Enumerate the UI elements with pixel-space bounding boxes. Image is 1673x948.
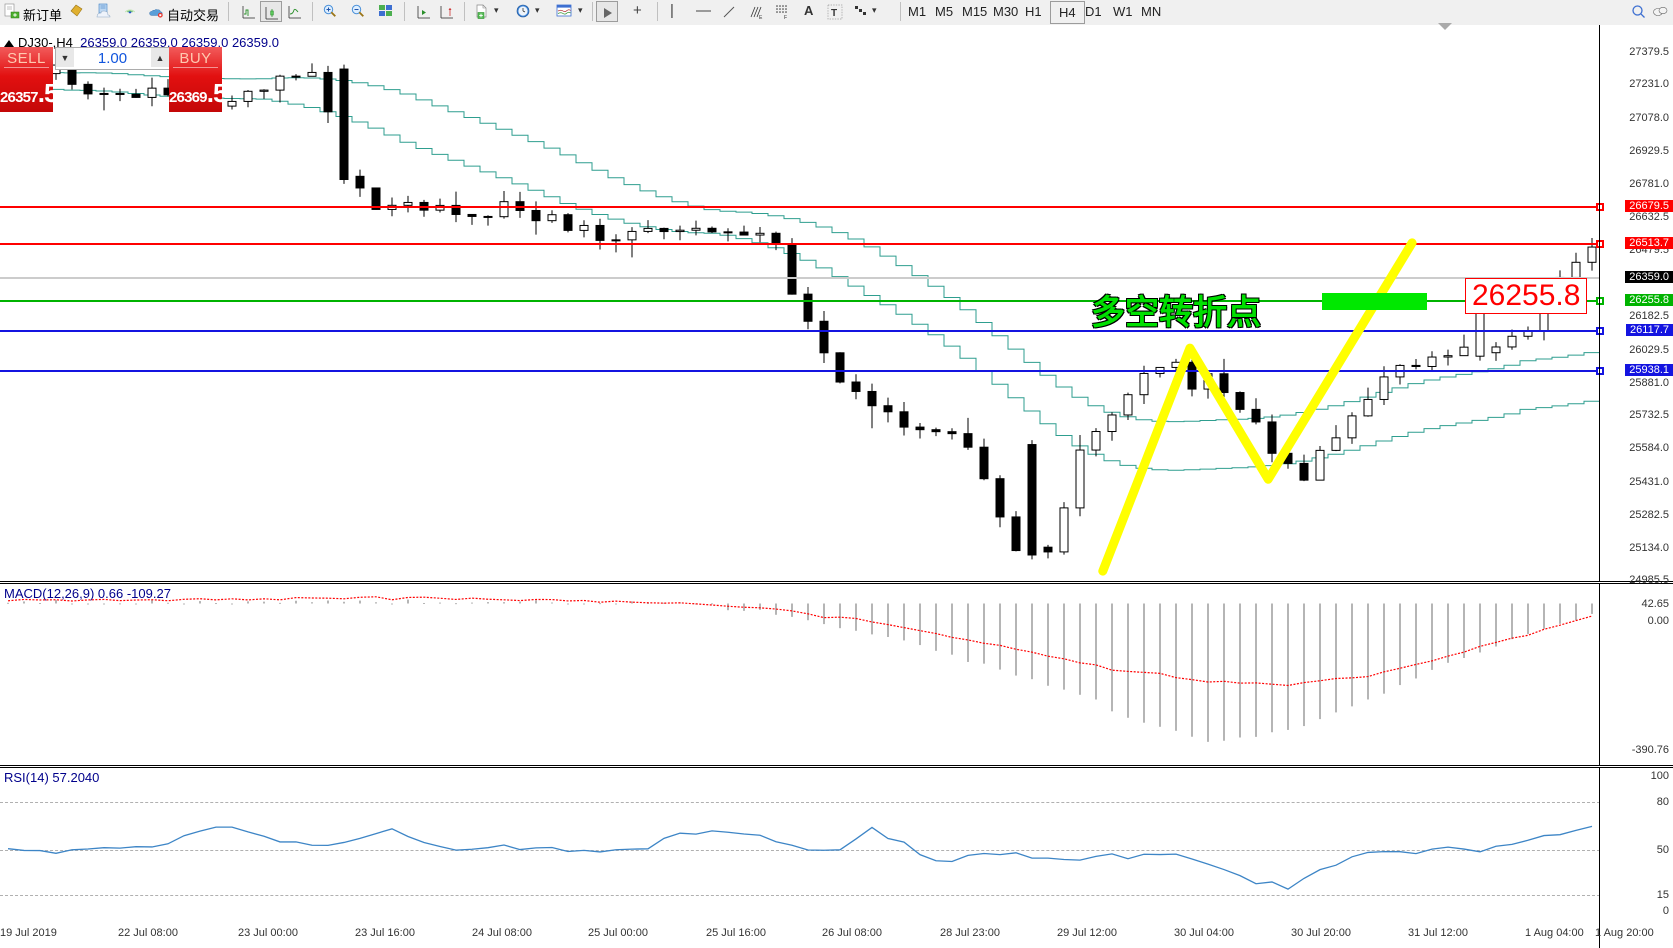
svg-text:T: T (831, 8, 837, 19)
svg-text:E: E (759, 15, 763, 20)
svg-text:F: F (784, 15, 787, 20)
